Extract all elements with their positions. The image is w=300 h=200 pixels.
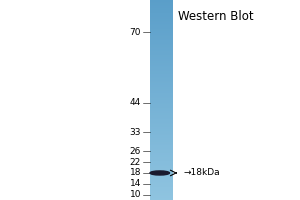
Text: 10: 10 [130,190,141,199]
Text: 44: 44 [130,98,141,107]
Text: 14: 14 [130,179,141,188]
Ellipse shape [150,171,170,175]
Text: 70: 70 [130,28,141,37]
Text: 33: 33 [130,128,141,137]
Text: 26: 26 [130,147,141,156]
Text: →18kDa: →18kDa [183,168,220,177]
Text: Western Blot: Western Blot [178,10,254,23]
Text: 18: 18 [130,168,141,177]
Text: 22: 22 [130,158,141,167]
